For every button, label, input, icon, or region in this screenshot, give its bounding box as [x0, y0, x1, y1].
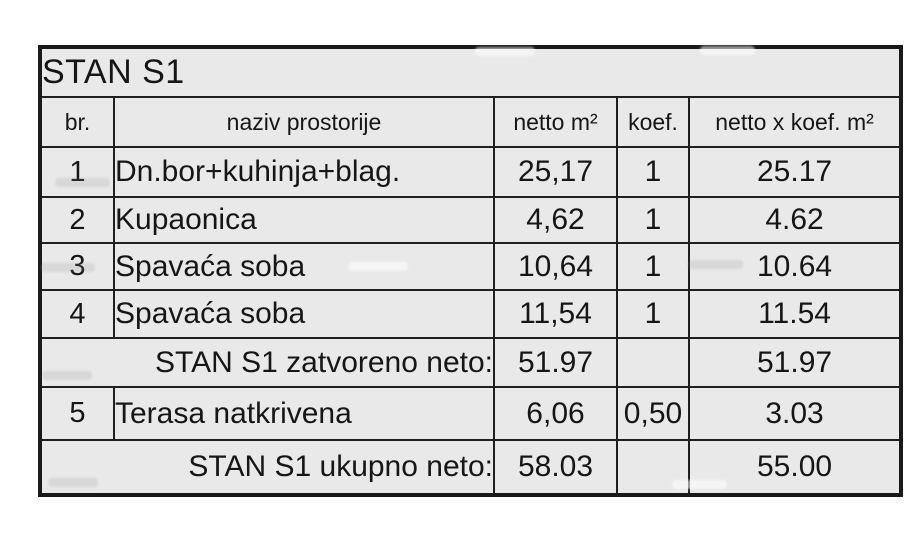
col-header-name: naziv prostorije — [113, 96, 495, 148]
cell-koef: 1 — [616, 289, 690, 339]
col-header-koef: koef. — [616, 96, 690, 148]
cell-netto: 4,62 — [493, 196, 618, 244]
table-row: 3 Spavaća soba 10,64 1 10.64 — [39, 242, 903, 291]
col-header-netto: netto m² — [493, 96, 618, 148]
cell-total: 3.03 — [687, 386, 903, 441]
subtotal-row: STAN S1 zatvoreno neto: 51.97 51.97 — [39, 337, 903, 388]
cell-row-number: 3 — [39, 242, 115, 291]
cell-total: 25.17 — [687, 146, 903, 198]
cell-total: 4.62 — [687, 196, 903, 244]
cell-total: 10.64 — [687, 242, 903, 291]
table-row: 2 Kupaonica 4,62 1 4.62 — [39, 196, 903, 244]
cell-netto: 11,54 — [493, 289, 618, 339]
table-row: 4 Spavaća soba 11,54 1 11.54 — [39, 289, 903, 339]
col-header-br: br. — [39, 96, 115, 148]
cell-room-name: Kupaonica — [113, 196, 495, 244]
table-title-row: STAN S1 — [38, 46, 903, 98]
cell-koef: 1 — [616, 146, 690, 198]
grand-total-label: STAN S1 ukupno neto: — [39, 439, 495, 496]
subtotal-label: STAN S1 zatvoreno neto: — [39, 337, 495, 388]
cell-room-name: Terasa natkrivena — [113, 386, 495, 441]
cell-netto: 6,06 — [493, 386, 618, 441]
table-row: 5 Terasa natkrivena 6,06 0,50 3.03 — [39, 386, 903, 441]
subtotal-koef-empty — [616, 337, 690, 388]
column-header-row: br. naziv prostorije netto m² koef. nett… — [39, 96, 903, 148]
cell-row-number: 1 — [39, 146, 115, 198]
cell-row-number: 5 — [39, 386, 115, 441]
grand-total-koef-empty — [616, 439, 690, 496]
table-title: STAN S1 — [38, 46, 903, 98]
cell-koef: 1 — [616, 196, 690, 244]
cell-koef: 1 — [616, 242, 690, 291]
col-header-total: netto x koef. m² — [687, 96, 903, 148]
cell-netto: 25,17 — [493, 146, 618, 198]
cell-room-name: Spavaća soba — [113, 242, 495, 291]
table-row: 1 Dn.bor+kuhinja+blag. 25,17 1 25.17 — [39, 146, 903, 198]
apartment-area-table: STAN S1 br. naziv prostorije netto m² ko… — [38, 45, 904, 497]
cell-netto: 10,64 — [493, 242, 618, 291]
cell-room-name: Spavaća soba — [113, 289, 495, 339]
subtotal-total-value: 51.97 — [687, 337, 903, 388]
subtotal-netto-value: 51.97 — [493, 337, 618, 388]
grand-total-netto-value: 58.03 — [493, 439, 618, 496]
grand-total-total-value: 55.00 — [687, 439, 903, 496]
grand-total-row: STAN S1 ukupno neto: 58.03 55.00 — [39, 439, 903, 496]
cell-row-number: 4 — [39, 289, 115, 339]
cell-koef: 0,50 — [616, 386, 690, 441]
cell-total: 11.54 — [687, 289, 903, 339]
cell-room-name: Dn.bor+kuhinja+blag. — [113, 146, 495, 198]
cell-row-number: 2 — [39, 196, 115, 244]
